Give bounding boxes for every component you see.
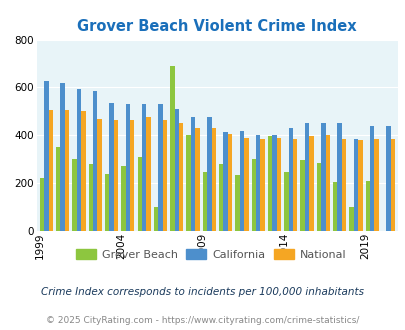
Bar (239, 131, 243, 231)
Bar (325, 135, 329, 231)
Bar (292, 139, 297, 231)
Bar (357, 140, 362, 231)
Bar (267, 137, 272, 231)
Bar (153, 207, 158, 231)
Bar (81, 112, 85, 231)
Bar (316, 163, 320, 231)
Bar (56, 147, 60, 231)
Bar (207, 117, 211, 231)
Bar (49, 110, 53, 231)
Bar (97, 118, 102, 231)
Bar (373, 139, 378, 231)
Bar (304, 123, 309, 231)
Bar (113, 120, 118, 231)
Bar (125, 104, 130, 231)
Bar (162, 120, 166, 231)
Bar (390, 139, 394, 231)
Bar (179, 123, 183, 231)
Bar (227, 134, 232, 231)
Bar (235, 175, 239, 231)
Bar (121, 166, 125, 231)
Bar (195, 128, 199, 231)
Bar (369, 126, 373, 231)
Bar (211, 128, 215, 231)
Bar (320, 123, 325, 231)
Bar (337, 123, 341, 231)
Text: © 2025 CityRating.com - https://www.cityrating.com/crime-statistics/: © 2025 CityRating.com - https://www.city… (46, 316, 359, 325)
Bar (88, 164, 93, 231)
Bar (288, 128, 292, 231)
Bar (349, 207, 353, 231)
Legend: Grover Beach, California, National: Grover Beach, California, National (71, 245, 350, 264)
Bar (251, 159, 256, 231)
Bar (260, 139, 264, 231)
Bar (158, 104, 162, 231)
Bar (353, 139, 357, 231)
Bar (170, 66, 174, 231)
Bar (256, 135, 260, 231)
Bar (332, 182, 337, 231)
Bar (276, 138, 280, 231)
Bar (65, 110, 69, 231)
Bar (137, 157, 142, 231)
Bar (300, 160, 304, 231)
Bar (284, 172, 288, 231)
Bar (243, 138, 248, 231)
Bar (186, 135, 190, 231)
Bar (109, 103, 113, 231)
Title: Grover Beach Violent Crime Index: Grover Beach Violent Crime Index (77, 19, 356, 34)
Bar (44, 82, 49, 231)
Bar (77, 89, 81, 231)
Bar (40, 178, 44, 231)
Bar (60, 83, 65, 231)
Text: Crime Index corresponds to incidents per 100,000 inhabitants: Crime Index corresponds to incidents per… (41, 287, 364, 297)
Bar (104, 174, 109, 231)
Bar (72, 159, 77, 231)
Bar (130, 120, 134, 231)
Bar (146, 117, 150, 231)
Bar (272, 135, 276, 231)
Bar (365, 181, 369, 231)
Bar (218, 164, 223, 231)
Bar (223, 132, 227, 231)
Bar (142, 104, 146, 231)
Bar (202, 172, 207, 231)
Bar (309, 137, 313, 231)
Bar (386, 126, 390, 231)
Bar (341, 139, 345, 231)
Bar (190, 117, 195, 231)
Bar (93, 91, 97, 231)
Bar (174, 109, 179, 231)
